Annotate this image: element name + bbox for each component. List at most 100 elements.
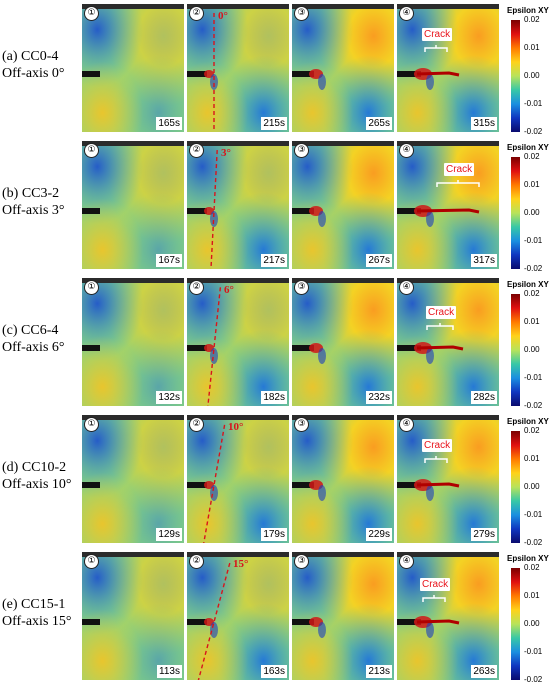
specimen-id: (b) CC3-2 [2,186,60,201]
time-label: 113s [157,665,182,678]
colorbar-title: Epsilon XY [507,143,549,152]
angle-annotation: 6° [224,284,234,296]
colorbar-gradient [511,20,520,132]
strain-map-panel: ① 113s [82,552,184,680]
strain-field-image [82,278,184,406]
colorbar-tick: -0.02 [524,538,543,547]
colorbar-tick: 0.01 [524,317,540,326]
strain-field-image [292,415,394,543]
colorbar-tick: 0.02 [524,563,540,572]
time-label: 217s [261,254,287,267]
stage-number-badge: ① [84,280,99,295]
strain-map-panel: ① 129s [82,415,184,543]
crack-annotation: Crack [422,439,453,452]
colorbar-tick: 0.02 [524,289,540,298]
colorbar: Epsilon XY 0.02 0.01 0.00 -0.01 -0.02 [507,143,557,273]
time-label: 167s [156,254,182,267]
angle-annotation: 15° [233,558,249,570]
stage-number-badge: ② [189,143,204,158]
colorbar-tick: 0.01 [524,454,540,463]
strain-field-image [82,552,184,680]
stage-number-badge: ④ [399,143,414,158]
colorbar-tick: -0.01 [524,647,543,656]
colorbar-tick: -0.02 [524,264,543,273]
strain-map-panel: ④ 282s Crack [397,278,499,406]
strain-map-panel: ② 179s 10° [187,415,289,543]
colorbar-tick: 0.02 [524,15,540,24]
strain-field-image [292,141,394,269]
stage-number-badge: ② [189,417,204,432]
time-label: 232s [366,391,392,404]
stage-number-badge: ③ [294,554,309,569]
row-label: (e) CC15-1 Off-axis 15° [2,596,80,630]
colorbar-gradient [511,431,520,543]
time-label: 213s [366,665,392,678]
stage-number-badge: ④ [399,280,414,295]
off-axis-angle: Off-axis 15° [2,614,72,629]
time-label: 282s [471,391,497,404]
time-label: 165s [156,117,182,130]
stage-number-badge: ② [189,554,204,569]
colorbar-tick: 0.01 [524,591,540,600]
off-axis-angle: Off-axis 3° [2,203,65,218]
crack-annotation: Crack [422,28,453,41]
crack-annotation: Crack [444,163,475,176]
colorbar-tick: -0.01 [524,236,543,245]
colorbar-tick: 0.00 [524,345,540,354]
strain-map-panel: ③ 267s [292,141,394,269]
strain-field-image [187,415,289,543]
colorbar-title: Epsilon XY [507,280,549,289]
strain-field-image [397,141,499,269]
stage-number-badge: ④ [399,417,414,432]
strain-map-panel: ④ 315s Crack [397,4,499,132]
colorbar-tick: -0.02 [524,675,543,684]
angle-annotation: 0° [218,10,228,22]
colorbar-tick: -0.01 [524,510,543,519]
figure-row: (d) CC10-2 Off-axis 10° ① 129s [0,415,558,548]
colorbar-title: Epsilon XY [507,6,549,15]
crack-annotation: Crack [420,578,451,591]
figure-row: (c) CC6-4 Off-axis 6° ① 132s [0,278,558,411]
strain-field-image [187,141,289,269]
time-label: 317s [471,254,497,267]
strain-field-image [397,552,499,680]
strain-map-panel: ① 167s [82,141,184,269]
figure-row: (e) CC15-1 Off-axis 15° ① 113s [0,552,558,685]
strain-field-image [187,4,289,132]
time-label: 229s [366,528,392,541]
stage-number-badge: ① [84,6,99,21]
strain-field-image [187,552,289,680]
time-label: 263s [471,665,497,678]
colorbar-tick: 0.00 [524,208,540,217]
colorbar-tick: 0.00 [524,482,540,491]
stage-number-badge: ② [189,280,204,295]
time-label: 215s [261,117,287,130]
crack-annotation: Crack [426,306,457,319]
angle-annotation: 10° [228,421,244,433]
colorbar-tick: 0.01 [524,43,540,52]
colorbar: Epsilon XY 0.02 0.01 0.00 -0.01 -0.02 [507,280,557,410]
stage-number-badge: ① [84,554,99,569]
strain-map-panel: ④ 279s Crack [397,415,499,543]
off-axis-angle: Off-axis 0° [2,66,65,81]
stage-number-badge: ④ [399,6,414,21]
colorbar-tick: -0.01 [524,373,543,382]
off-axis-angle: Off-axis 10° [2,477,72,492]
time-label: 182s [261,391,287,404]
strain-map-panel: ② 217s 3° [187,141,289,269]
stage-number-badge: ③ [294,280,309,295]
time-label: 279s [471,528,497,541]
strain-field-image [397,4,499,132]
colorbar-tick: 0.00 [524,619,540,628]
colorbar-tick: -0.02 [524,127,543,136]
colorbar: Epsilon XY 0.02 0.01 0.00 -0.01 -0.02 [507,6,557,136]
time-label: 179s [261,528,287,541]
colorbar-gradient [511,294,520,406]
time-label: 132s [156,391,182,404]
stage-number-badge: ① [84,417,99,432]
specimen-id: (c) CC6-4 [2,323,59,338]
strain-field-image [397,415,499,543]
figure-row: (a) CC0-4 Off-axis 0° ① 165s [0,4,558,137]
strain-field-image [292,552,394,680]
specimen-id: (e) CC15-1 [2,597,66,612]
